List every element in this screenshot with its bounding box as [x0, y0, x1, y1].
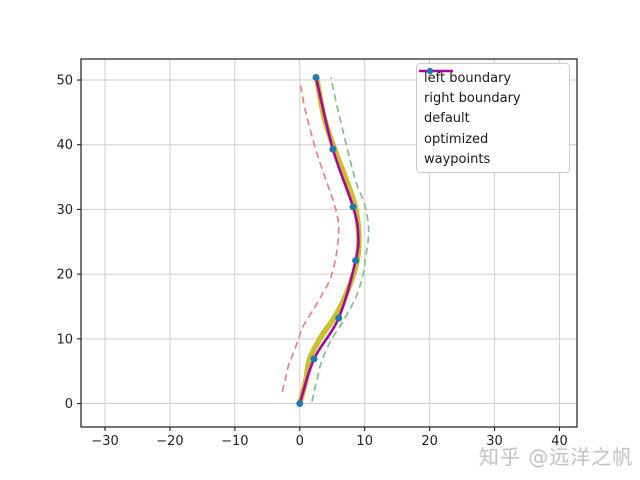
waypoint-marker — [312, 73, 320, 81]
x-tick-label: −20 — [156, 434, 183, 449]
x-tick-label: −30 — [91, 434, 118, 449]
watermark-text: 知乎 @远洋之帆 — [479, 445, 634, 469]
legend-marker-line — [419, 69, 453, 73]
legend-item-default: default — [424, 67, 565, 129]
waypoint-marker — [310, 355, 318, 363]
legend-label: left boundary — [424, 70, 512, 86]
x-tick-label: 20 — [421, 434, 438, 449]
waypoint-marker — [335, 314, 343, 322]
y-tick-label: 0 — [65, 397, 73, 412]
y-tick-label: 20 — [56, 268, 73, 283]
watermark: 知乎 @远洋之帆 — [479, 441, 640, 470]
y-tick-label: 10 — [56, 332, 73, 347]
plot-border — [80, 58, 578, 428]
x-tick-label: 40 — [551, 434, 568, 449]
x-tick-label: 0 — [296, 434, 304, 449]
legend-marker-dot — [426, 67, 434, 75]
x-tick-label: −10 — [221, 434, 248, 449]
legend: left boundary right boundary default optimi… — [416, 63, 570, 173]
legend-label: optimized — [424, 131, 489, 147]
series-left-boundary — [281, 84, 340, 393]
x-tick-label: 10 — [356, 434, 373, 449]
legend-label: right boundary — [424, 91, 521, 107]
series-right-boundary — [311, 77, 370, 402]
legend-item-waypoints: waypoints — [424, 67, 565, 170]
waypoint-marker — [352, 257, 360, 265]
legend-label: waypoints — [424, 152, 491, 168]
waypoint-marker — [329, 145, 337, 153]
legend-item-right-boundary: right boundary — [419, 70, 565, 108]
legend-label: default — [424, 111, 470, 127]
legend-item-optimized: optimized — [419, 69, 565, 149]
waypoint-marker — [349, 203, 357, 211]
series-default — [297, 75, 362, 407]
waypoint-marker — [296, 400, 304, 408]
y-tick-label: 30 — [56, 203, 73, 218]
y-tick-label: 40 — [56, 138, 73, 153]
x-tick-label: 30 — [486, 434, 503, 449]
y-tick-label: 50 — [56, 74, 73, 89]
